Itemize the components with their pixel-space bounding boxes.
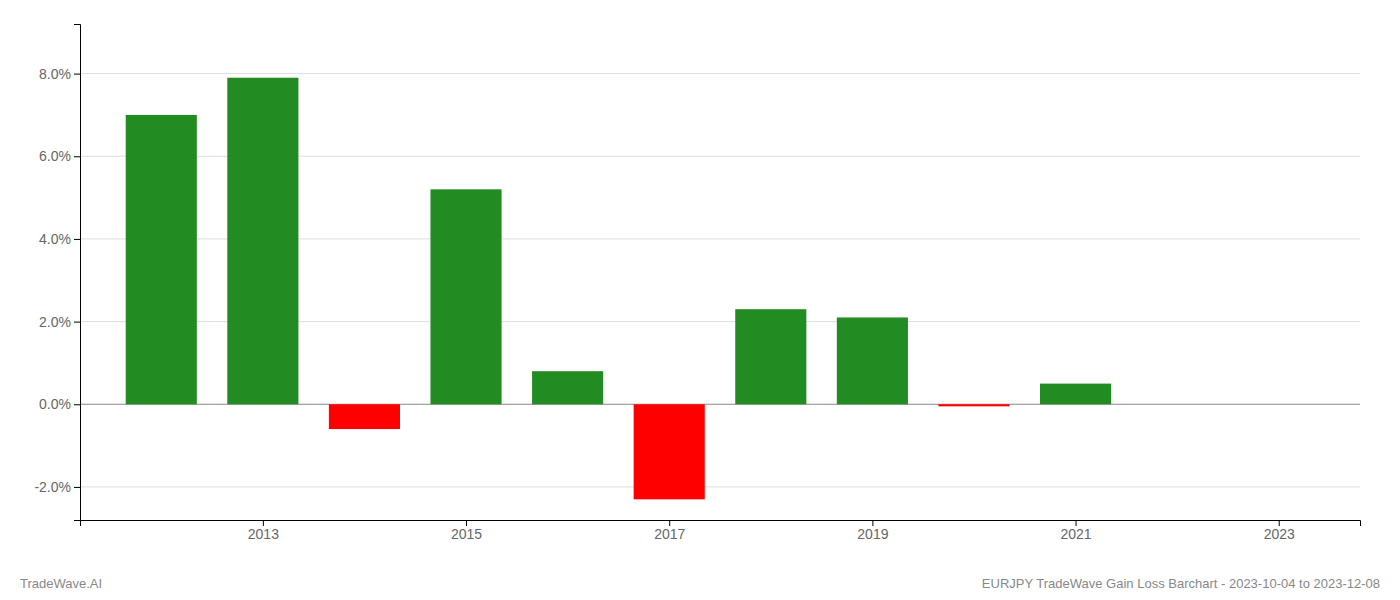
y-tick: 2.0% xyxy=(39,314,80,330)
grid xyxy=(80,74,1360,487)
y-tick-mark xyxy=(74,156,80,157)
chart: 2013 2015 2017 2019 2021 2023 -2.0% 0.0% 2.0% 4.0… xyxy=(0,0,1400,600)
y-tick-mark xyxy=(74,74,80,75)
x-tick-label: 2023 xyxy=(1264,526,1295,542)
y-axis: -2.0% 0.0% 2.0% 4.0% 6.0% 8.0% xyxy=(34,25,80,521)
y-tick-mark xyxy=(74,404,80,405)
grid-line xyxy=(80,486,1360,487)
bar xyxy=(532,371,603,404)
y-tick-label: -2.0% xyxy=(34,479,71,495)
bar xyxy=(735,309,806,404)
x-tick-label: 2021 xyxy=(1060,526,1091,542)
bar xyxy=(126,115,197,404)
y-tick-mark xyxy=(74,239,80,240)
x-axis: 2013 2015 2017 2019 2021 2023 xyxy=(81,520,1361,542)
y-tick-label: 6.0% xyxy=(39,148,71,164)
y-tick-mark xyxy=(74,322,80,323)
x-tick: 2017 xyxy=(654,520,685,542)
y-tick-label: 8.0% xyxy=(39,66,71,82)
y-tick-label: 4.0% xyxy=(39,231,71,247)
x-tick-label: 2017 xyxy=(654,526,685,542)
bar xyxy=(227,78,298,405)
bar xyxy=(938,404,1009,406)
y-tick-mark xyxy=(74,487,80,488)
bar xyxy=(837,317,908,404)
footer: TradeWave.AI EURJPY TradeWave Gain Loss B… xyxy=(20,576,1380,591)
annotation: TradeWave.AI xyxy=(20,576,102,591)
y-tick: 6.0% xyxy=(39,148,80,164)
x-tick: 2019 xyxy=(857,520,888,542)
annotation: EURJPY TradeWave Gain Loss Barchart - 20… xyxy=(982,576,1380,591)
plot: 2013 2015 2017 2019 2021 2023 -2.0% 0.0% 2.0% 4.0… xyxy=(34,25,1360,542)
bar xyxy=(634,404,705,499)
bar xyxy=(1040,384,1111,405)
bar xyxy=(430,189,501,404)
y-tick-label: 2.0% xyxy=(39,314,71,330)
x-tick: 2023 xyxy=(1264,520,1295,542)
grid-line xyxy=(80,73,1360,74)
bar xyxy=(1142,404,1213,405)
x-tick-label: 2013 xyxy=(248,526,279,542)
x-tick-label: 2019 xyxy=(857,526,888,542)
bars xyxy=(126,78,1111,500)
x-tick: 2021 xyxy=(1060,520,1091,542)
x-tick-label: 2015 xyxy=(451,526,482,542)
y-tick: 4.0% xyxy=(39,231,80,247)
y-axis-line xyxy=(74,25,81,521)
y-tick: 8.0% xyxy=(39,66,80,82)
bar xyxy=(329,404,400,429)
y-tick-label: 0.0% xyxy=(39,396,71,412)
x-tick: 2015 xyxy=(451,520,482,542)
y-tick: -2.0% xyxy=(34,479,80,495)
y-tick: 0.0% xyxy=(39,396,80,412)
x-tick: 2013 xyxy=(248,520,279,542)
